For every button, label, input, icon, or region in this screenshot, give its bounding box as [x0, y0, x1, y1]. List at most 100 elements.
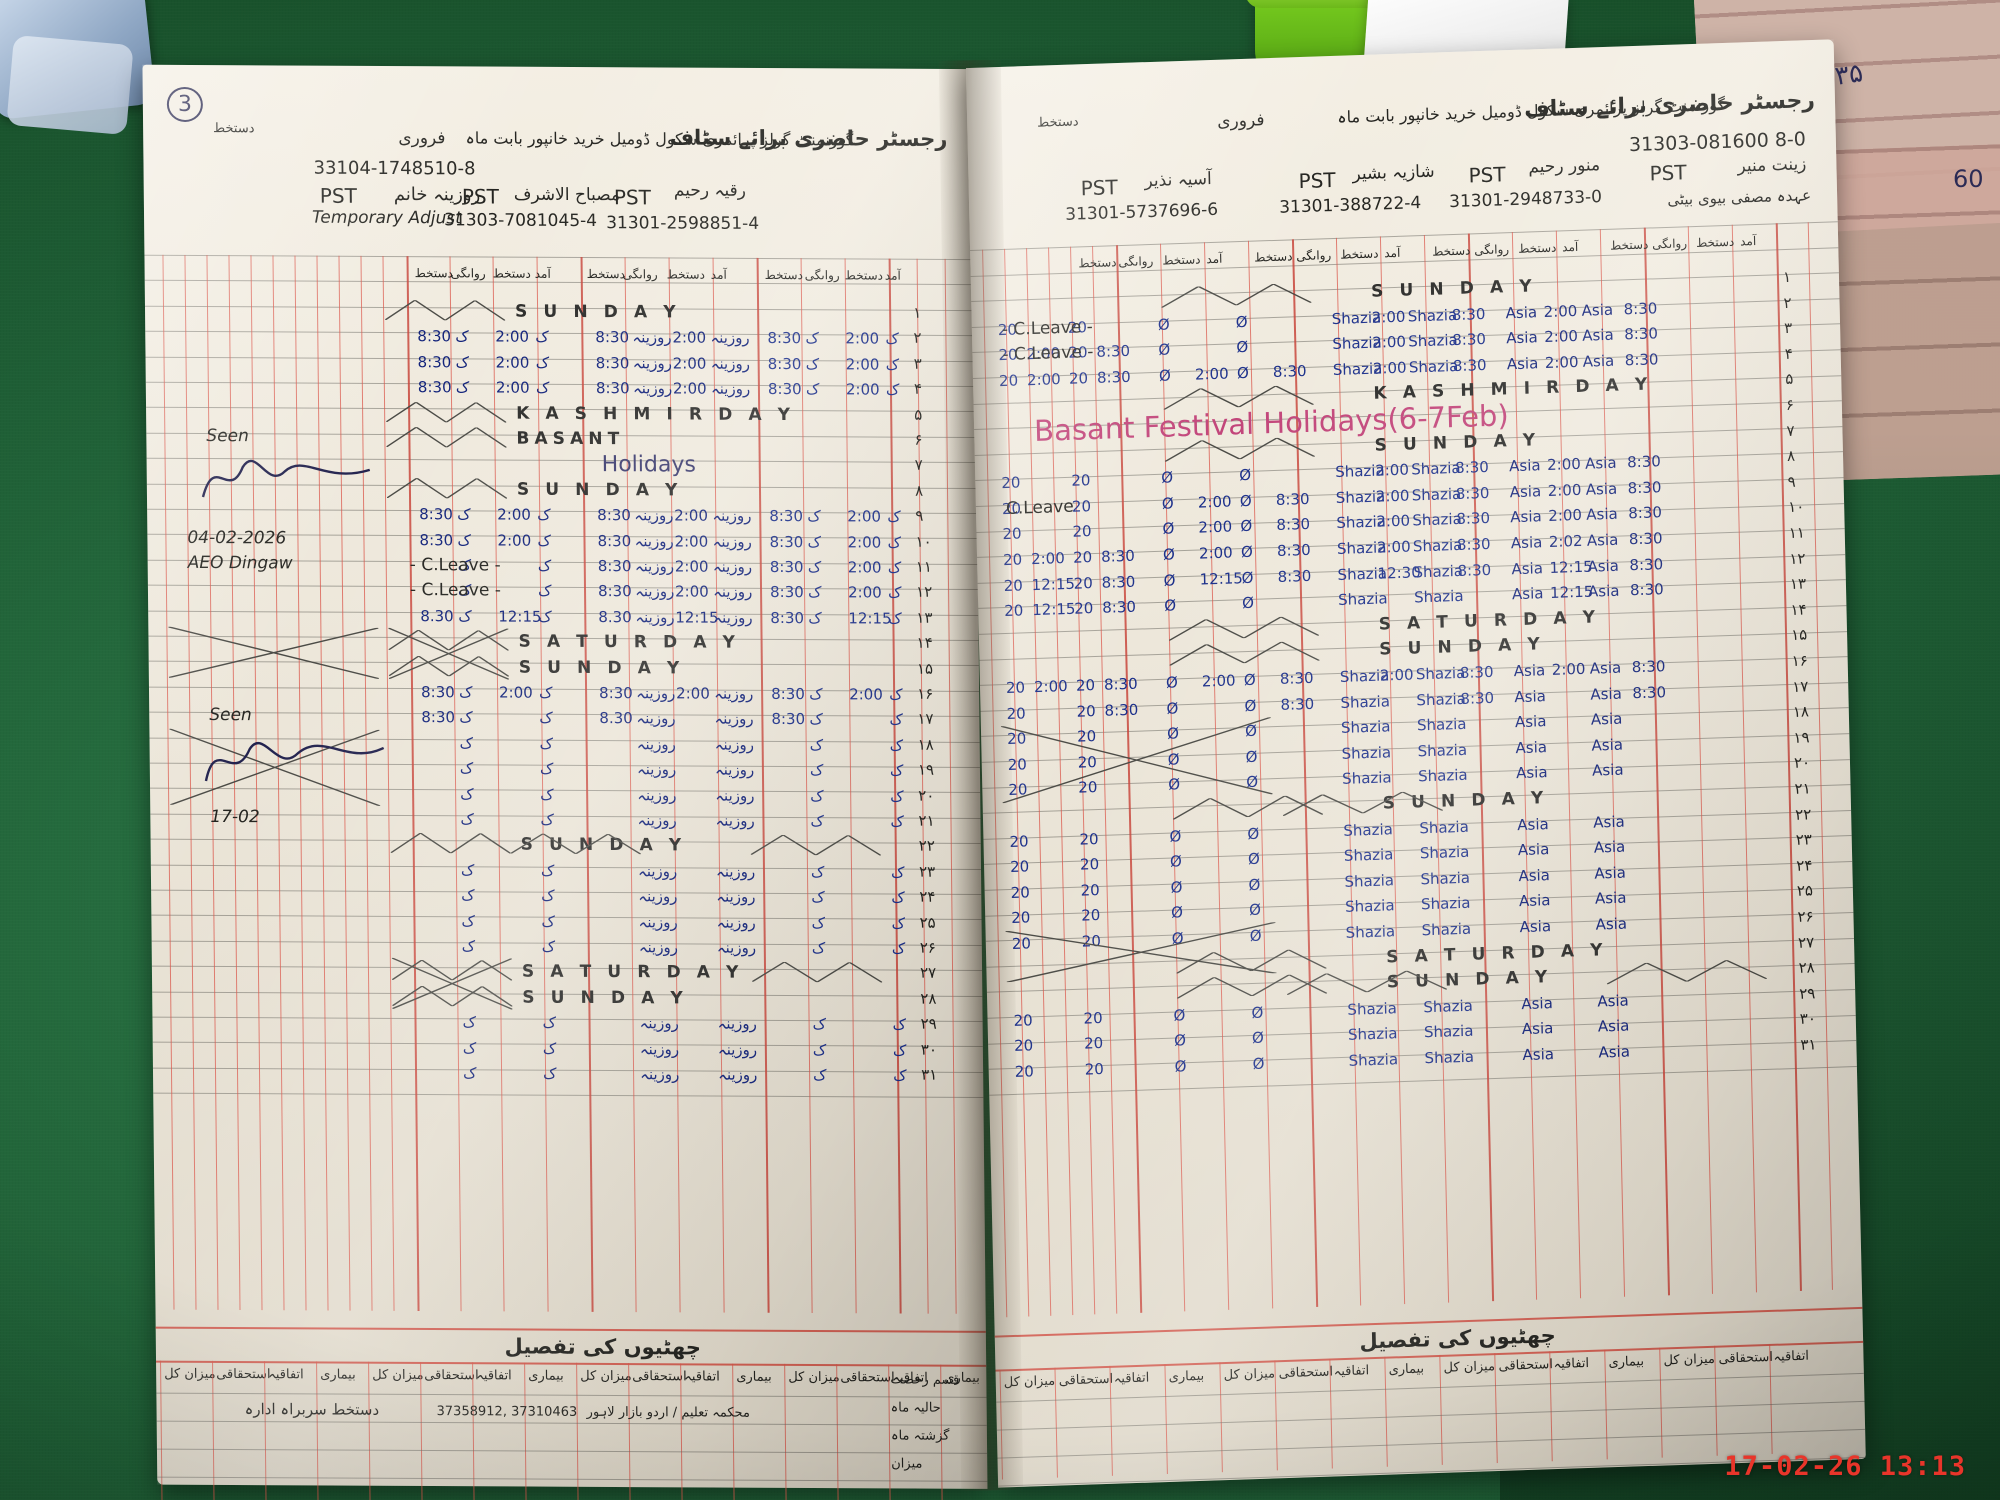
attendance-time: روزینہ: [636, 760, 677, 779]
attendance-time: Asia: [1517, 814, 1549, 834]
attendance-time: 20: [1068, 368, 1089, 388]
attendance-time: 2:00: [1030, 549, 1065, 569]
attendance-time: روزینہ: [717, 1040, 758, 1059]
row-date-number: ۸: [914, 481, 924, 500]
camera-timestamp: 17-02-26 13:13: [1724, 1451, 1966, 1482]
attendance-time: 20: [1076, 701, 1096, 721]
attendance-time: Shazia: [1335, 461, 1385, 482]
empty-block-x: [168, 626, 379, 679]
attendance-time: Ø: [1252, 1054, 1265, 1074]
attendance-time: Ø: [1251, 1003, 1264, 1022]
row-date-number: ۲: [1783, 293, 1792, 312]
attendance-time: ک: [462, 1064, 477, 1083]
row-date-number: ۱۶: [1791, 651, 1808, 670]
attendance-time: Asia: [1591, 760, 1624, 781]
attendance-time: 8.30: [420, 606, 454, 626]
footer-row-label: قسم رخصت: [890, 1372, 960, 1388]
footer-column-label: استحقاقی: [216, 1366, 271, 1383]
row-holiday-banner: Holidays: [601, 452, 697, 478]
attendance-time: روزینہ: [638, 938, 679, 957]
row-date-number: ۲۶: [1797, 907, 1814, 926]
attendance-time: ک: [539, 709, 553, 728]
attendance-time: Ø: [1236, 363, 1249, 383]
attendance-time: 2:00: [495, 353, 530, 372]
attendance-time: Shazia: [1408, 331, 1458, 351]
attendance-time: Shazia: [1345, 922, 1396, 942]
row-date-number: ۱۷: [1792, 677, 1809, 696]
attendance-time: Asia: [1511, 558, 1544, 578]
attendance-time: 8:30: [1103, 674, 1138, 694]
row-date-number: ۷: [914, 456, 923, 475]
attendance-time: 8:30: [1102, 597, 1137, 617]
margin-note: Seen: [209, 705, 252, 726]
attendance-time: Shazia: [1410, 459, 1461, 479]
attendance-time: Asia: [1585, 479, 1618, 499]
attendance-time: Ø: [1236, 338, 1249, 357]
attendance-time: Shazia: [1344, 896, 1395, 917]
attendance-time: Shazia: [1413, 587, 1464, 607]
attendance-time: روزینہ: [715, 811, 755, 830]
attendance-time: ک: [540, 785, 554, 804]
footer-column-label: استحقاقی: [1058, 1371, 1114, 1389]
attendance-time: 8.30: [598, 607, 632, 627]
attendance-time: Asia: [1517, 840, 1550, 860]
attendance-time: ک: [889, 761, 904, 780]
row-date-number: ۱۴: [916, 633, 933, 652]
footer-column-label: استحقاقی: [1718, 1349, 1774, 1367]
attendance-time: Ø: [1170, 878, 1183, 897]
attendance-time: Ø: [1248, 901, 1262, 920]
attendance-time: روزینہ: [716, 938, 757, 957]
row-day-banner: S A T U R D A Y: [518, 631, 741, 653]
attendance-time: Shazia: [1336, 512, 1387, 533]
attendance-time: 8:30: [771, 684, 805, 704]
attendance-time: Ø: [1240, 542, 1254, 562]
attendance-time: ک: [812, 1015, 827, 1034]
attendance-time: Ø: [1243, 670, 1256, 690]
attendance-time: 20: [1072, 522, 1092, 542]
attendance-time: 8:30: [417, 352, 452, 372]
row-zigzag-mark: [384, 299, 506, 321]
attendance-time: روزینہ: [634, 506, 674, 525]
attendance-time: ک: [462, 1038, 477, 1057]
footer-column-label: بیماری: [736, 1369, 772, 1385]
left-footer-imprint: محکمہ تعلیم / اردو بازار لاہور: [586, 1404, 750, 1421]
left-col1-name: رقیہ رحیم: [673, 180, 746, 201]
attendance-time: روزینہ: [718, 1065, 758, 1084]
attendance-time: 8:30: [770, 608, 805, 627]
row-date-number: ۲۶: [919, 938, 937, 957]
attendance-time: 12:15: [1549, 582, 1594, 603]
attendance-time: 2:00: [849, 685, 883, 704]
row-date-number: ۱۵: [916, 659, 934, 678]
subheader-cell: دستخط: [1610, 237, 1649, 253]
attendance-time: ک: [893, 1066, 907, 1085]
margin-note: 04-02-2026: [187, 527, 287, 549]
left-col2-note: Temporary Adjust: [311, 207, 463, 229]
subheader-cell: آمد: [1206, 251, 1223, 267]
row-zigzag-mark: [386, 401, 507, 423]
attendance-time: Ø: [1169, 826, 1182, 846]
attendance-time: 20: [1081, 906, 1101, 926]
subheader-cell: دستخط: [1078, 255, 1117, 271]
leave-note: - C.Leave -: [409, 580, 502, 601]
attendance-time: 8:30: [1280, 694, 1315, 714]
subheader-cell: رواںگی: [1652, 236, 1688, 252]
attendance-time: روزینہ: [710, 379, 751, 399]
attendance-time: 2:00: [1201, 671, 1236, 691]
attendance-time: Shazia: [1417, 740, 1468, 761]
row-date-number: ۲۹: [1799, 984, 1816, 1003]
attendance-time: Shazia: [1347, 1024, 1398, 1045]
attendance-time: ک: [807, 558, 822, 577]
attendance-time: Asia: [1510, 507, 1542, 527]
row-date-number: ۱۸: [917, 735, 934, 754]
attendance-time: ک: [885, 329, 899, 349]
attendance-time: Ø: [1241, 593, 1255, 613]
row-date-number: ۲۵: [1796, 881, 1814, 901]
attendance-time: 8:30: [769, 557, 804, 577]
attendance-time: Asia: [1590, 709, 1623, 729]
attendance-time: Shazia: [1332, 333, 1382, 354]
footer-column-label: میزان کل: [1223, 1366, 1276, 1384]
attendance-time: ک: [455, 353, 470, 372]
attendance-time: 8:30: [421, 708, 456, 727]
attendance-time: Ø: [1157, 315, 1170, 334]
row-date-number: ۲۹: [920, 1014, 937, 1033]
